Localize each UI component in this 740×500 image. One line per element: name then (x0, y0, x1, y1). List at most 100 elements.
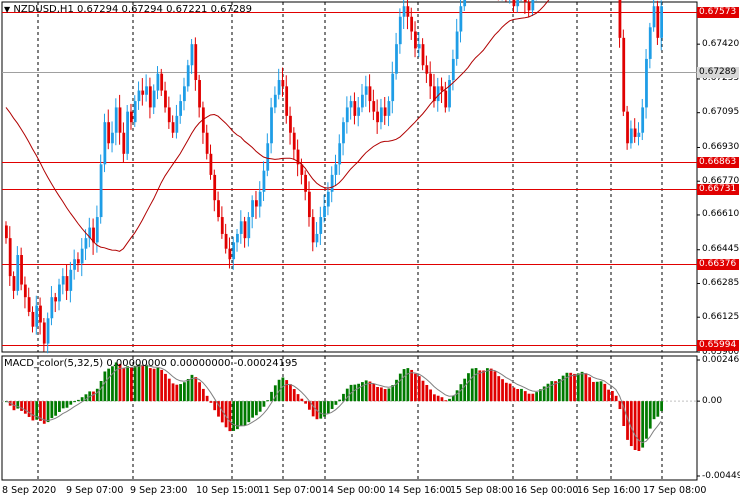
candle-body (61, 276, 65, 285)
macd-bar (84, 394, 88, 402)
candle-body (307, 191, 311, 218)
macd-bar (31, 401, 35, 421)
macd-bar (372, 383, 376, 402)
macd-bar (239, 401, 243, 426)
candle-body (27, 297, 31, 312)
candle-body (300, 164, 304, 175)
macd-bar (531, 393, 535, 402)
price-tick-label: 0.66125 (702, 311, 740, 322)
macd-bar (266, 400, 270, 402)
macd-bar (656, 401, 660, 417)
macd-bar (228, 401, 232, 432)
candle-body (95, 217, 99, 243)
macd-bar (626, 401, 629, 440)
macd-signal-line (5, 364, 662, 444)
triangle-down-icon[interactable]: ▼ (4, 5, 11, 14)
macd-bar (482, 370, 485, 402)
candle-body (353, 101, 357, 116)
macd-bar (201, 388, 205, 402)
macd-bar (440, 397, 444, 402)
macd-bar (326, 401, 330, 414)
candle-body (145, 86, 148, 95)
macd-bar (463, 378, 467, 402)
macd-bar (80, 397, 84, 402)
macd-bar (54, 401, 58, 416)
candle-body (201, 107, 205, 133)
time-tick-label: 16 Sep 16:00 (577, 485, 641, 496)
candle-body (440, 86, 444, 91)
chart-header: ▼ NZDUSD,H1 0.67294 0.67294 0.67221 0.67… (4, 4, 252, 15)
macd-bar (610, 391, 614, 402)
candle-body (342, 122, 345, 144)
macd-bar (508, 383, 512, 402)
candle-body (141, 90, 145, 95)
candle-body (160, 73, 164, 91)
macd-bar (126, 366, 129, 402)
candle-body (451, 58, 455, 81)
macd-bar (550, 381, 554, 402)
macd-bar (391, 385, 395, 402)
price-tick-label: 0.66610 (702, 209, 740, 220)
price-tick-label: 0.66930 (702, 141, 740, 152)
candle-body (523, 0, 527, 2)
macd-bar (398, 373, 402, 402)
candle-body (20, 255, 23, 285)
macd-bar (504, 382, 508, 402)
candle-body (311, 217, 315, 243)
candle-body (395, 44, 398, 74)
candle-body (69, 269, 73, 291)
macd-bar (209, 401, 213, 403)
candle-body (5, 225, 8, 239)
candle-body (73, 259, 76, 270)
macd-bar (497, 376, 501, 402)
macd-bar (641, 401, 645, 448)
macd-bar (516, 389, 520, 402)
macd-bar (224, 401, 228, 428)
macd-bar (300, 398, 304, 402)
time-tick-label: 10 Sep 15:00 (196, 485, 260, 496)
candle-body (175, 115, 179, 133)
macd-bar (118, 363, 122, 402)
macd-bar (205, 395, 209, 402)
macd-bar (444, 400, 448, 402)
macd-bar (183, 382, 186, 402)
macd-bar (145, 364, 148, 402)
macd-bar (637, 401, 641, 451)
macd-bar (262, 401, 266, 407)
candle-body (429, 73, 432, 87)
candle-body (296, 149, 300, 165)
candle-body (273, 94, 277, 108)
candle-body (179, 101, 183, 116)
macd-bar (622, 401, 626, 426)
macd-bar (20, 401, 23, 411)
macd-bar (46, 401, 50, 423)
macd-bar (485, 368, 489, 402)
macd-bar (527, 393, 531, 402)
time-tick-label: 8 Sep 2020 (2, 485, 57, 496)
time-tick-label: 14 Sep 16:00 (388, 485, 452, 496)
macd-bar (542, 386, 546, 402)
candle-body (315, 233, 319, 243)
macd-bar (451, 395, 455, 402)
candle-body (319, 217, 323, 234)
candle-body (251, 200, 254, 218)
candle-body (16, 255, 20, 291)
candle-body (194, 44, 198, 81)
macd-bar (357, 383, 361, 402)
macd-bar (425, 384, 429, 402)
candle-body (304, 174, 307, 192)
macd-bar (198, 382, 201, 402)
macd-bar (217, 401, 220, 417)
macd-bar (111, 366, 114, 402)
candle-body (633, 128, 637, 137)
candle-body (183, 86, 186, 102)
candle-body (417, 44, 421, 49)
candle-body (402, 6, 406, 17)
macd-bar (478, 370, 482, 402)
candle-body (156, 73, 160, 91)
price-tick-label: 0.67095 (702, 107, 740, 118)
macd-bar (361, 382, 364, 402)
macd-bar (633, 401, 637, 451)
